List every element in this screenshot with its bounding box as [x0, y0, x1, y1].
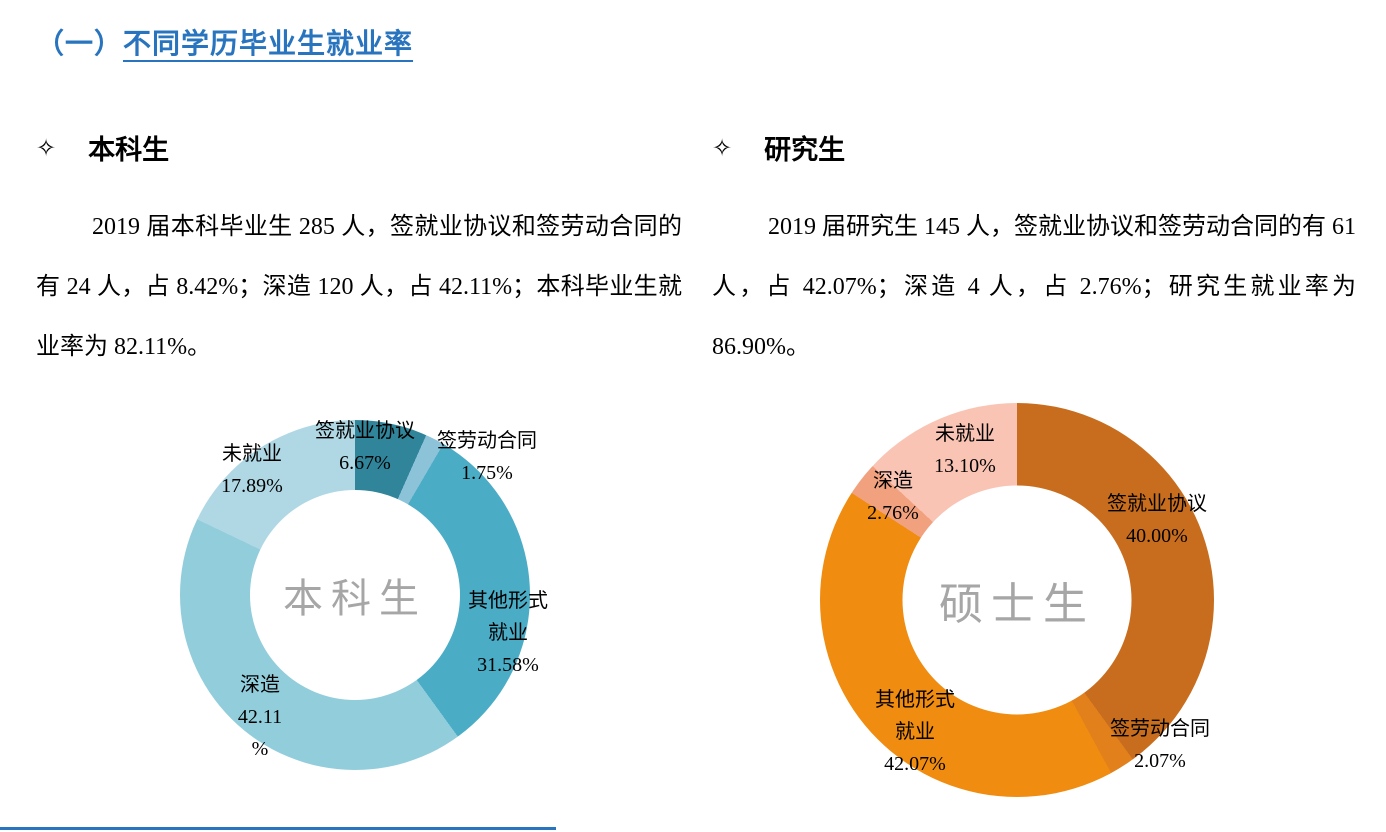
- donut-hole: [902, 485, 1132, 715]
- graduate-donut-chart: 硕士生 签就业协议 40.00% 签劳动合同 2.07% 其他形式 就业 42.07% 深造 2…: [820, 403, 1214, 797]
- bottom-rule: [0, 827, 556, 830]
- section-title-graduate: ✧ 研究生: [712, 128, 1356, 167]
- graduate-paragraph: 2019 届研究生 145 人，签就业协议和签劳动合同的有 61 人，占 42.…: [712, 214, 1356, 360]
- page-title: （一）不同学历毕业生就业率: [36, 22, 413, 62]
- slice-label: 其他形式 就业 42.07%: [875, 689, 955, 775]
- slice-label: 深造 2.76%: [867, 470, 919, 524]
- heading-title: 不同学历毕业生就业率: [123, 28, 414, 59]
- slice-label: 签劳动合同 2.07%: [1110, 718, 1210, 772]
- diamond-bullet-icon: ✧: [712, 133, 733, 162]
- slice-label: 未就业 17.89%: [221, 443, 283, 497]
- section-title-text: 本科生: [88, 135, 170, 165]
- heading-prefix: （一）: [36, 28, 124, 59]
- slice-label: 签劳动合同 1.75%: [437, 430, 537, 484]
- slice-label: 签就业协议 6.67%: [315, 420, 415, 474]
- donut-hole: [250, 490, 460, 700]
- diamond-bullet-icon: ✧: [36, 133, 57, 162]
- section-graduate: ✧ 研究生 2019 届研究生 145 人，签就业协议和签劳动合同的有 61 人…: [712, 128, 1356, 377]
- section-title-text: 研究生: [764, 135, 846, 165]
- chart-center-label: 硕士生: [939, 580, 1095, 629]
- undergraduate-donut-chart: 本科生 签就业协议 6.67% 签劳动合同 1.75% 其他形式 就业 31.58% 深造 42…: [180, 420, 548, 770]
- section-undergraduate: ✧ 本科生 2019 届本科毕业生 285 人，签就业协议和签劳动合同的有 24…: [36, 128, 682, 377]
- slice-label: 其他形式 就业 31.58%: [468, 590, 548, 676]
- section-title-undergraduate: ✧ 本科生: [36, 128, 682, 167]
- slice-label: 深造 42.11%: [237, 674, 283, 760]
- undergraduate-paragraph: 2019 届本科毕业生 285 人，签就业协议和签劳动合同的有 24 人，占 8…: [36, 214, 682, 360]
- chart-center-label: 本科生: [283, 576, 427, 621]
- slice-label: 未就业 13.10%: [934, 423, 996, 477]
- slice-label: 签就业协议 40.00%: [1107, 493, 1207, 547]
